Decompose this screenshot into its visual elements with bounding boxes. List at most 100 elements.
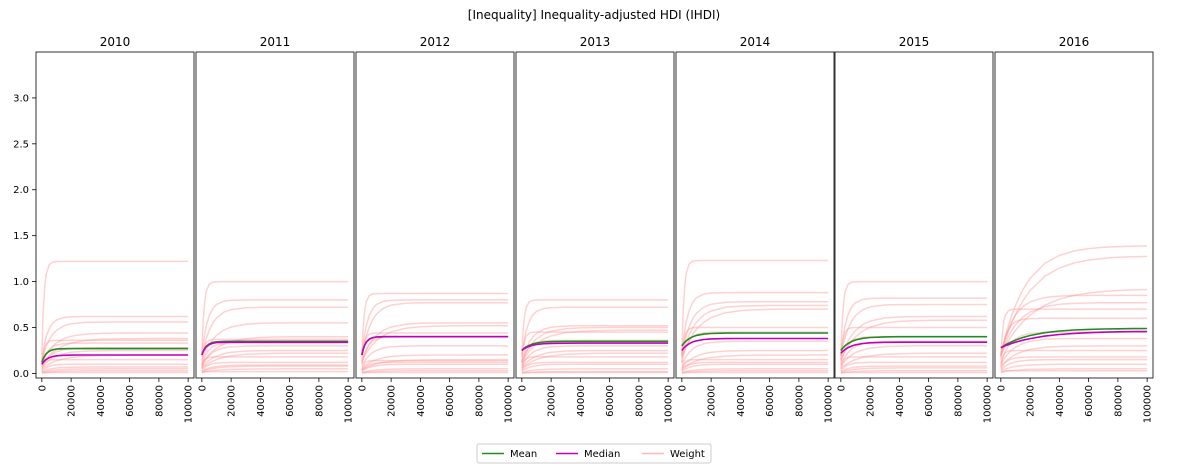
panel-2010: 2010 0 20000 40000 60000 80000 100000 0.0 0.5 1.0… bbox=[13, 35, 195, 423]
panel-frame bbox=[35, 51, 195, 379]
x-tick-label: 100000 bbox=[664, 385, 675, 423]
weight-line bbox=[201, 299, 349, 356]
weight-line bbox=[41, 358, 189, 371]
weight-line bbox=[361, 354, 509, 370]
panel-frame bbox=[675, 51, 835, 379]
weight-line bbox=[840, 345, 988, 367]
weight-line bbox=[201, 306, 349, 358]
weight-line bbox=[840, 356, 988, 370]
x-tick-label: 0 bbox=[517, 385, 528, 391]
x-tick-label: 60000 bbox=[924, 385, 935, 417]
weight-line bbox=[840, 303, 988, 357]
weight-line bbox=[201, 349, 349, 369]
panel-title: 2012 bbox=[420, 35, 451, 49]
weight-line bbox=[521, 356, 669, 370]
weight-line bbox=[201, 322, 349, 362]
x-tick-label: 80000 bbox=[794, 385, 805, 417]
x-tick-label: 20000 bbox=[866, 385, 877, 417]
weight-line bbox=[41, 315, 189, 360]
weight-line bbox=[1000, 245, 1148, 356]
weight-line bbox=[521, 363, 669, 372]
panel-frame bbox=[355, 51, 515, 379]
x-tick-label: 60000 bbox=[285, 385, 296, 417]
x-tick-label: 0 bbox=[357, 385, 368, 391]
weight-line bbox=[361, 332, 509, 364]
median-line bbox=[521, 342, 669, 352]
x-tick-label: 60000 bbox=[125, 385, 136, 417]
panel-frame bbox=[834, 51, 994, 379]
weight-line bbox=[681, 291, 829, 356]
legend: Mean Median Weight bbox=[476, 443, 712, 464]
weight-line bbox=[681, 361, 829, 372]
weight-line bbox=[840, 352, 988, 369]
median-line bbox=[840, 341, 988, 354]
x-tick-label: 100000 bbox=[824, 385, 835, 423]
weight-line bbox=[201, 356, 349, 370]
weight-line bbox=[840, 367, 988, 373]
x-tick-label: 40000 bbox=[736, 385, 747, 417]
weight-line bbox=[41, 260, 189, 356]
y-tick-label: 1.5 bbox=[13, 231, 29, 242]
weight-line bbox=[1000, 317, 1148, 360]
weight-line bbox=[1000, 288, 1148, 356]
weight-line bbox=[361, 361, 509, 372]
weight-line bbox=[681, 308, 829, 358]
weight-line bbox=[201, 368, 349, 374]
weight-line bbox=[41, 339, 189, 366]
x-tick-label: 40000 bbox=[256, 385, 267, 417]
x-tick-label: 20000 bbox=[707, 385, 718, 417]
mean-line bbox=[41, 347, 189, 363]
x-tick-label: 40000 bbox=[96, 385, 107, 417]
weight-line bbox=[840, 319, 988, 361]
weight-line bbox=[361, 359, 509, 371]
x-tick-label: 100000 bbox=[1143, 385, 1154, 423]
weight-line bbox=[521, 331, 669, 364]
weight-line bbox=[521, 349, 669, 369]
weight-line bbox=[201, 338, 349, 365]
weight-line bbox=[1000, 356, 1148, 370]
weight-line bbox=[201, 370, 349, 374]
x-tick-label: 60000 bbox=[1084, 385, 1095, 417]
median-line bbox=[361, 335, 509, 356]
x-tick-label: 60000 bbox=[445, 385, 456, 417]
y-tick-label: 0.5 bbox=[13, 323, 29, 334]
weight-line bbox=[361, 322, 509, 362]
weight-line bbox=[521, 370, 669, 374]
x-tick-label: 0 bbox=[37, 385, 48, 391]
weight-line bbox=[361, 292, 509, 356]
weight-line bbox=[361, 301, 509, 356]
weight-line bbox=[41, 369, 189, 374]
x-tick-label: 100000 bbox=[504, 385, 515, 423]
weight-line bbox=[1000, 363, 1148, 372]
x-tick-label: 80000 bbox=[1113, 385, 1124, 417]
weight-line bbox=[681, 369, 829, 374]
panel-2015: 2015 0 20000 40000 60000 80000 100000 bbox=[834, 35, 994, 423]
weight-line bbox=[41, 363, 189, 372]
weight-line bbox=[361, 345, 509, 367]
weight-line bbox=[201, 365, 349, 373]
weight-line bbox=[521, 368, 669, 374]
panel-title: 2013 bbox=[580, 35, 611, 49]
weight-line bbox=[840, 326, 988, 362]
weight-line bbox=[840, 369, 988, 374]
weight-line bbox=[1000, 301, 1148, 356]
panel-2014: 2014 0 20000 40000 60000 80000 100000 bbox=[675, 35, 835, 423]
weight-line bbox=[201, 352, 349, 369]
x-tick-label: 100000 bbox=[344, 385, 355, 423]
x-tick-label: 80000 bbox=[634, 385, 645, 417]
x-tick-label: 40000 bbox=[576, 385, 587, 417]
x-tick-label: 80000 bbox=[154, 385, 165, 417]
x-tick-label: 20000 bbox=[67, 385, 78, 417]
weight-line bbox=[1000, 294, 1148, 356]
x-tick-label: 0 bbox=[677, 385, 688, 391]
weight-line bbox=[1000, 369, 1148, 374]
x-tick-label: 80000 bbox=[314, 385, 325, 417]
weight-line bbox=[681, 363, 829, 372]
weight-line bbox=[840, 297, 988, 356]
panel-2011: 2011 0 20000 40000 60000 80000 100000 bbox=[195, 35, 355, 423]
weight-line bbox=[361, 324, 509, 362]
weight-line bbox=[41, 368, 189, 374]
weight-line bbox=[201, 280, 349, 356]
median-line bbox=[41, 354, 189, 365]
